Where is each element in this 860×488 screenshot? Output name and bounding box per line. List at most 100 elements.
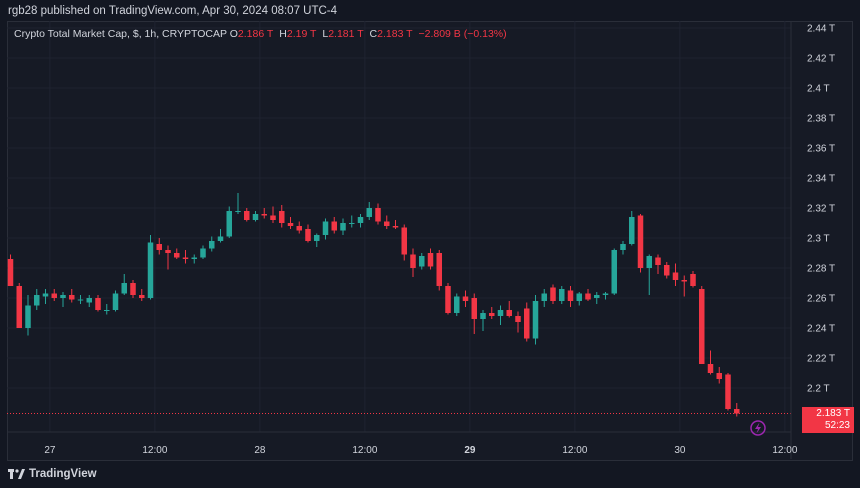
candle-body: [690, 274, 696, 286]
price-tick-label: 2.3 T: [807, 234, 830, 245]
publish-bar: rgb28 published on TradingView.com, Apr …: [0, 0, 860, 22]
time-tick-label: 12:00: [562, 445, 587, 456]
candle: [235, 193, 241, 214]
candle-body: [419, 256, 425, 267]
candle: [104, 304, 110, 315]
candle-body: [559, 289, 565, 301]
candle: [532, 295, 539, 345]
candle-body: [637, 215, 644, 268]
close-label: C: [369, 28, 378, 40]
last-price-value: 2.183 T: [816, 408, 850, 419]
candles: [7, 193, 740, 417]
candle-body: [567, 290, 574, 301]
candle: [261, 208, 267, 219]
candle: [296, 221, 302, 234]
candle: [410, 248, 416, 277]
candle: [16, 283, 22, 328]
candle: [559, 286, 565, 304]
price-axis[interactable]: 2.2 T 2.22 T 2.24 T 2.26 T 2.28 T 2.3 T 2.32 T…: [790, 21, 835, 459]
candle: [331, 217, 337, 234]
candle-body: [611, 250, 617, 294]
candle-body: [357, 217, 364, 223]
candle: [314, 233, 320, 247]
candle-body: [734, 409, 740, 414]
candle: [646, 254, 652, 295]
candle: [191, 254, 197, 264]
price-tick-label: 2.26 T: [807, 294, 835, 305]
candle-body: [506, 310, 512, 316]
candle-body: [121, 283, 127, 294]
candle: [366, 202, 372, 220]
lightning-bolt-icon[interactable]: [750, 420, 766, 436]
price-tick-label: 2.36 T: [807, 144, 835, 155]
candle-body: [191, 257, 197, 259]
candle-body: [410, 254, 416, 268]
candle: [664, 262, 670, 279]
candle: [77, 295, 84, 304]
candle-body: [401, 227, 407, 255]
candle-body: [261, 214, 267, 216]
candlestick-chart[interactable]: 2.2 T 2.22 T 2.24 T 2.26 T 2.28 T 2.3 T 2.32 T…: [7, 21, 853, 461]
candle: [86, 295, 92, 307]
candle: [497, 305, 504, 325]
candle-body: [445, 286, 451, 313]
candle-body: [226, 211, 232, 237]
candle-body: [314, 235, 320, 241]
candle: [576, 292, 582, 306]
candle-body: [340, 223, 346, 231]
candle: [506, 301, 512, 318]
candle-body: [427, 253, 434, 267]
candle: [270, 206, 276, 223]
candle-body: [34, 295, 40, 306]
candle-body: [235, 211, 241, 212]
candle: [515, 311, 521, 333]
candle: [51, 289, 57, 301]
symbol-legend[interactable]: Crypto Total Market Cap, $, 1h, CRYPTOCA…: [14, 28, 507, 40]
time-axis[interactable]: 27 12:00 28 12:00 29 12:00 30 12:00: [7, 431, 798, 456]
candle-body: [252, 214, 259, 220]
candle: [602, 292, 609, 300]
low-label: L: [322, 28, 329, 40]
price-tick-label: 2.34 T: [807, 174, 835, 185]
candle: [401, 224, 407, 261]
candle-body: [620, 244, 626, 250]
candle: [725, 373, 731, 411]
candle-body: [7, 259, 14, 286]
candle-body: [104, 310, 110, 311]
candle-body: [42, 293, 49, 297]
candle-body: [436, 253, 442, 286]
candle-body: [541, 293, 547, 301]
candle: [7, 254, 14, 286]
candle: [384, 215, 390, 229]
candle: [244, 208, 250, 222]
candle-body: [95, 298, 101, 310]
candle: [699, 286, 705, 364]
candle-body: [296, 226, 302, 231]
candle: [226, 206, 232, 238]
candle: [524, 302, 530, 342]
candle: [471, 293, 477, 334]
candle-body: [182, 257, 189, 259]
candle: [34, 289, 40, 310]
candle: [454, 293, 460, 316]
candle-body: [664, 265, 670, 276]
candle: [112, 290, 119, 312]
tradingview-brand[interactable]: TradingView: [8, 466, 97, 482]
price-tick-label: 2.4 T: [807, 84, 830, 95]
candle: [436, 250, 442, 291]
candle: [445, 283, 451, 315]
close-value: 2.183 T: [377, 28, 413, 40]
candle: [209, 236, 215, 252]
candle-body: [471, 298, 477, 319]
candle: [594, 292, 600, 304]
candle-body: [305, 229, 311, 241]
candle-body: [515, 316, 521, 322]
time-tick-label: 28: [254, 445, 266, 456]
candle: [567, 286, 574, 307]
candle-body: [602, 293, 609, 295]
candle: [681, 275, 687, 297]
bar-countdown: 52:23: [824, 420, 850, 431]
candle-body: [147, 242, 154, 298]
candle-body: [16, 286, 22, 328]
candle: [716, 367, 722, 384]
